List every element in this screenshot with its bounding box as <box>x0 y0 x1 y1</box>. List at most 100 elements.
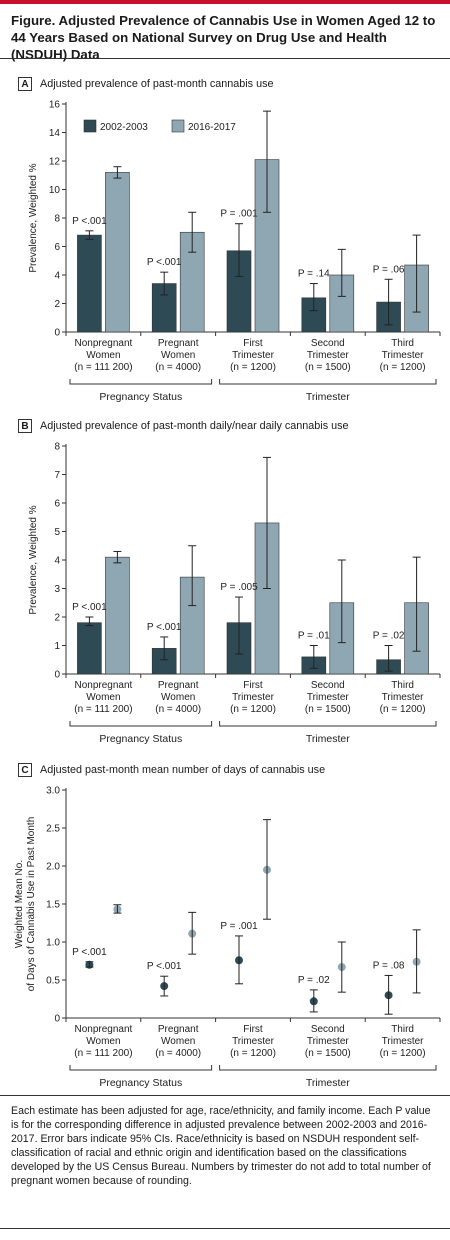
y-tick-label: 4 <box>54 271 60 282</box>
x-category-label: Third <box>391 680 414 691</box>
y-axis-label: Prevalence, Weighted % <box>28 163 39 272</box>
group-label: Trimester <box>306 1077 350 1089</box>
p-value-label: P = .02 <box>298 975 330 986</box>
group-bracket <box>219 1065 437 1071</box>
y-tick-label: 5 <box>54 527 60 538</box>
group-label: Trimester <box>306 391 350 403</box>
x-category-label: (n = 1500) <box>305 704 351 715</box>
x-category-label: Second <box>311 338 345 349</box>
x-category-label: Third <box>391 1024 414 1035</box>
chart-b: 0 1 2 3 4 5 6 7 8 Prevalence, Weighted % Nonpregna… <box>28 442 441 745</box>
x-category-label: Pregnant <box>158 680 199 691</box>
p-value-label: P = .005 <box>220 582 258 593</box>
y-tick-label: 1 <box>54 641 60 652</box>
p-value-label: P <.001 <box>147 961 182 972</box>
panel-b-header: B Adjusted prevalence of past-month dail… <box>18 418 349 434</box>
figure-notes: Each estimate has been adjusted for age,… <box>11 1105 431 1187</box>
y-tick-label: 6 <box>54 499 60 510</box>
p-value-label: P = .001 <box>220 921 258 932</box>
x-category-label: Women <box>86 350 120 361</box>
panel-letter-c: C <box>18 763 32 777</box>
group-label: Trimester <box>306 733 350 745</box>
p-value-label: P = .06 <box>373 264 405 275</box>
x-category-label: Trimester <box>232 692 275 703</box>
y-tick-label: 12 <box>49 157 61 168</box>
p-value-label: P <.001 <box>147 257 182 268</box>
title-divider <box>0 58 450 59</box>
x-category-label: Trimester <box>307 350 350 361</box>
y-tick-label: 2 <box>54 613 60 624</box>
accent-rule <box>0 0 450 4</box>
panel-letter-a: A <box>18 77 32 91</box>
chart-a: 0 2 4 6 8 10 12 14 16 Prevalence, Weighted % Nonpr… <box>28 100 441 403</box>
x-category-label: Pregnant <box>158 1024 199 1035</box>
x-category-label: Nonpregnant <box>74 680 132 691</box>
y-tick-label: 10 <box>49 185 61 196</box>
x-category-label: Women <box>161 692 195 703</box>
y-tick-label: 6 <box>54 242 60 253</box>
x-category-label: Women <box>161 1036 195 1047</box>
x-category-label: Trimester <box>307 1036 350 1047</box>
figure-title: Figure. Adjusted Prevalence of Cannabis … <box>11 13 436 62</box>
p-value-label: P = .08 <box>373 960 405 971</box>
x-category-label: First <box>243 338 263 349</box>
x-category-label: (n = 1200) <box>230 1048 276 1059</box>
y-tick-label: 14 <box>49 128 61 139</box>
x-category-label: Trimester <box>382 1036 425 1047</box>
x-category-label: Trimester <box>382 350 425 361</box>
x-category-label: (n = 1200) <box>230 362 276 373</box>
x-category-label: Nonpregnant <box>74 1024 132 1035</box>
p-value-label: P = .01 <box>298 631 330 642</box>
x-category-label: Trimester <box>232 350 275 361</box>
p-value-label: P <.001 <box>147 622 182 633</box>
x-category-label: (n = 1200) <box>380 704 426 715</box>
group-bracket <box>219 721 437 727</box>
bar <box>105 172 130 333</box>
y-tick-label: 2.5 <box>46 824 60 835</box>
chart-c: 0 0.5 1.0 1.5 2.0 2.5 3.0 Weighted Mean No. of D… <box>14 786 441 1089</box>
x-category-label: (n = 1200) <box>380 1048 426 1059</box>
y-axis-label-line1: Weighted Mean No. <box>14 860 25 948</box>
x-category-label: (n = 4000) <box>155 704 201 715</box>
x-category-label: Second <box>311 680 345 691</box>
x-category-label: Nonpregnant <box>74 338 132 349</box>
panel-a-title: Adjusted prevalence of past-month cannab… <box>40 78 274 90</box>
x-category-label: (n = 1500) <box>305 1048 351 1059</box>
p-value-label: P = .001 <box>220 209 258 220</box>
legend-swatch <box>171 119 185 133</box>
panel-b-title: Adjusted prevalence of past-month daily/… <box>40 420 349 432</box>
x-category-label: Trimester <box>382 692 425 703</box>
x-category-label: (n = 111 200) <box>74 362 132 373</box>
bar <box>77 622 102 675</box>
x-category-label: (n = 1200) <box>380 362 426 373</box>
x-category-label: (n = 111 200) <box>74 704 132 715</box>
x-category-label: (n = 111 200) <box>74 1048 132 1059</box>
bar <box>105 556 130 675</box>
y-tick-label: 3.0 <box>46 786 60 797</box>
p-value-label: P <.001 <box>72 216 107 227</box>
group-bracket <box>69 721 213 727</box>
x-category-label: (n = 4000) <box>155 362 201 373</box>
group-bracket <box>69 379 213 385</box>
bottom-divider <box>0 1228 450 1229</box>
x-category-label: (n = 1500) <box>305 362 351 373</box>
panel-c-title: Adjusted past-month mean number of days … <box>40 764 326 776</box>
legend-swatch <box>83 119 97 133</box>
y-tick-label: 1.5 <box>46 900 60 911</box>
panel-letter-b: B <box>18 419 32 433</box>
p-value-label: P <.001 <box>72 602 107 613</box>
y-tick-label: 2.0 <box>46 862 60 873</box>
group-label: Pregnancy Status <box>99 391 182 403</box>
y-axis-label-line2: of Days of Cannabis Use in Past Month <box>26 817 37 992</box>
legend-label: 2016-2017 <box>188 122 236 133</box>
group-label: Pregnancy Status <box>99 1077 182 1089</box>
p-value-label: P <.001 <box>72 947 107 958</box>
legend-label: 2002-2003 <box>100 122 148 133</box>
p-value-label: P = .02 <box>373 631 405 642</box>
y-tick-label: 3 <box>54 584 60 595</box>
y-tick-label: 8 <box>54 214 60 225</box>
group-bracket <box>219 379 437 385</box>
panel-c-header: C Adjusted past-month mean number of day… <box>18 762 325 778</box>
y-tick-label: 0 <box>54 1014 60 1025</box>
y-tick-label: 0.5 <box>46 976 60 987</box>
